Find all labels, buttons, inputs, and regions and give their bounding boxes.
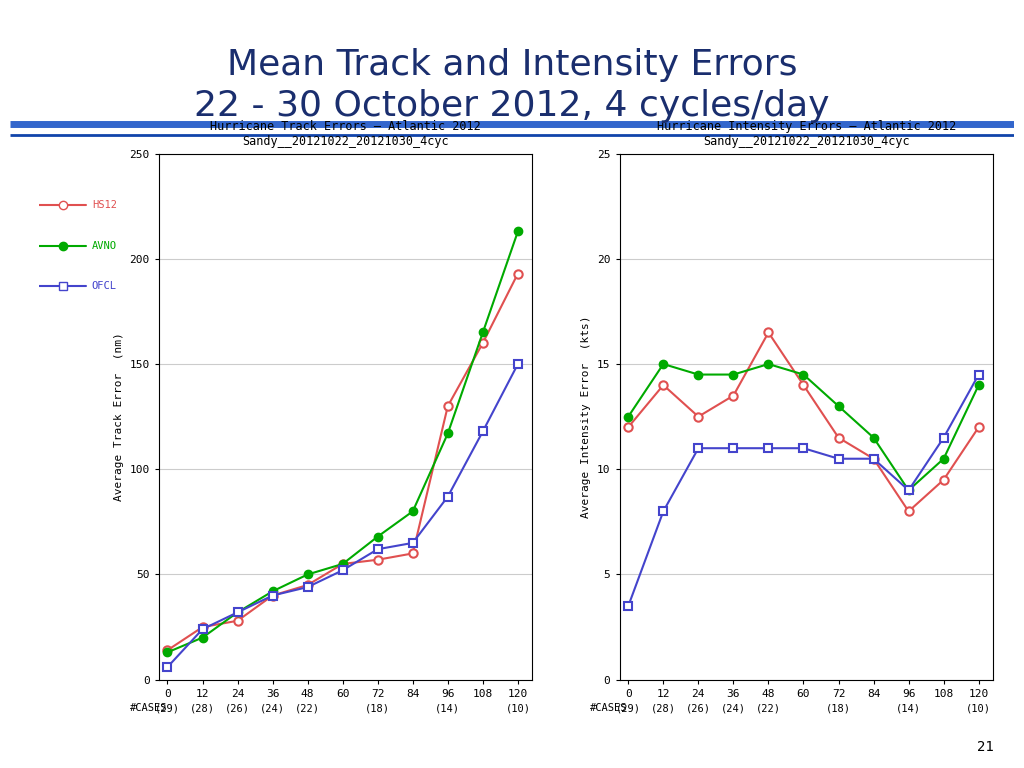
Text: HS12: HS12: [92, 200, 117, 210]
Title: Hurricane Intensity Errors – Atlantic 2012
Sandy__20121022_20121030_4cyc: Hurricane Intensity Errors – Atlantic 20…: [656, 121, 956, 148]
Text: Mean Track and Intensity Errors: Mean Track and Intensity Errors: [226, 48, 798, 82]
Text: (14): (14): [435, 703, 461, 713]
Text: 22 - 30 October 2012, 4 cycles/day: 22 - 30 October 2012, 4 cycles/day: [195, 89, 829, 123]
Text: (22): (22): [756, 703, 781, 713]
Text: (10): (10): [506, 703, 530, 713]
Text: (10): (10): [967, 703, 991, 713]
Text: (26): (26): [225, 703, 250, 713]
Text: (29): (29): [615, 703, 641, 713]
Text: (26): (26): [686, 703, 711, 713]
Text: (24): (24): [260, 703, 285, 713]
Title: Hurricane Track Errors – Atlantic 2012
Sandy__20121022_20121030_4cyc: Hurricane Track Errors – Atlantic 2012 S…: [210, 121, 481, 148]
Text: #CASES: #CASES: [129, 703, 167, 713]
Text: 21: 21: [977, 740, 993, 754]
Text: (18): (18): [826, 703, 851, 713]
Text: (29): (29): [155, 703, 180, 713]
Text: #CASES: #CASES: [590, 703, 628, 713]
Text: OFCL: OFCL: [92, 281, 117, 291]
Text: (24): (24): [721, 703, 745, 713]
Text: (22): (22): [295, 703, 321, 713]
Text: (18): (18): [366, 703, 390, 713]
Y-axis label: Average Intensity Error  (kts): Average Intensity Error (kts): [582, 316, 592, 518]
Text: (14): (14): [896, 703, 922, 713]
Text: (28): (28): [190, 703, 215, 713]
Y-axis label: Average Track Error  (nm): Average Track Error (nm): [114, 333, 124, 501]
Text: (28): (28): [651, 703, 676, 713]
Text: AVNO: AVNO: [92, 240, 117, 251]
